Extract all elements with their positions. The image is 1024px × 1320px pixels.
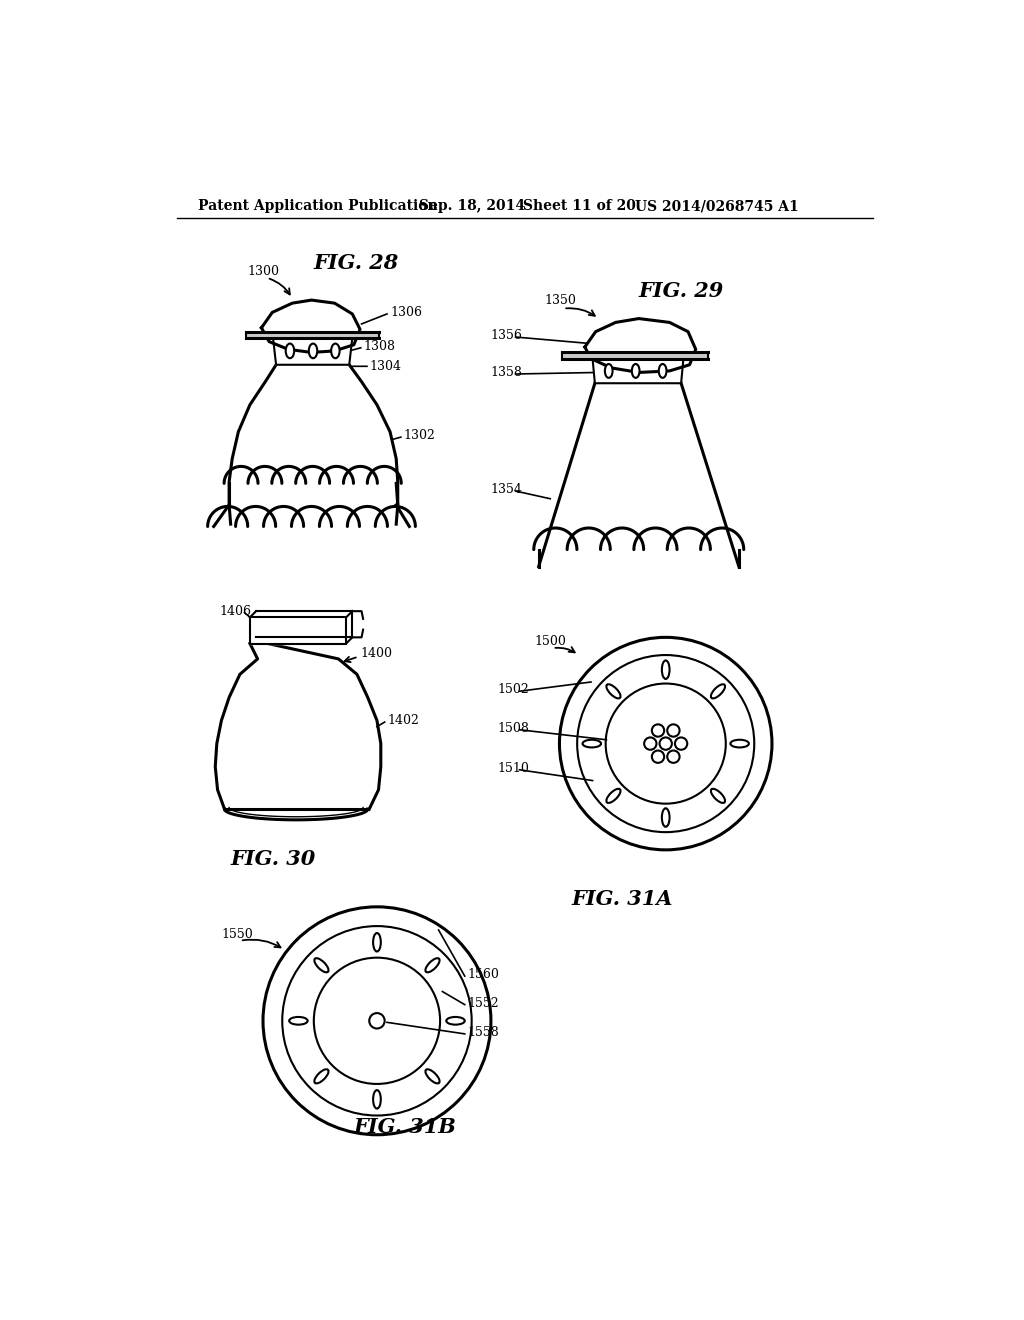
Ellipse shape [289, 1016, 307, 1024]
Polygon shape [562, 352, 708, 359]
Ellipse shape [314, 958, 329, 973]
Polygon shape [261, 300, 360, 352]
Text: FIG. 31A: FIG. 31A [571, 890, 673, 909]
Text: 1350: 1350 [545, 294, 577, 308]
Text: 1560: 1560 [468, 968, 500, 981]
Ellipse shape [658, 364, 667, 378]
Text: 1406: 1406 [219, 605, 251, 618]
Text: 1306: 1306 [390, 306, 422, 319]
Polygon shape [585, 318, 695, 372]
Text: 1500: 1500 [535, 635, 566, 648]
Text: FIG. 28: FIG. 28 [313, 253, 398, 273]
Polygon shape [246, 331, 379, 338]
Ellipse shape [632, 364, 640, 378]
Text: 1302: 1302 [403, 429, 436, 442]
Text: 1502: 1502 [497, 684, 528, 696]
Text: 1358: 1358 [490, 366, 523, 379]
Ellipse shape [606, 789, 621, 803]
Text: 1356: 1356 [490, 329, 523, 342]
Text: Patent Application Publication: Patent Application Publication [199, 199, 438, 213]
Text: 1510: 1510 [497, 762, 529, 775]
Text: 1508: 1508 [497, 722, 529, 735]
Ellipse shape [662, 808, 670, 826]
Text: 1304: 1304 [370, 360, 401, 372]
Polygon shape [593, 359, 683, 383]
Ellipse shape [425, 958, 439, 973]
Text: 1354: 1354 [490, 483, 523, 496]
Ellipse shape [605, 364, 612, 378]
Ellipse shape [309, 343, 317, 358]
Text: 1400: 1400 [360, 647, 392, 660]
Text: FIG. 31B: FIG. 31B [354, 1117, 457, 1137]
Text: Sep. 18, 2014: Sep. 18, 2014 [419, 199, 525, 213]
Ellipse shape [730, 739, 749, 747]
Ellipse shape [446, 1016, 465, 1024]
Ellipse shape [711, 789, 725, 803]
Ellipse shape [662, 660, 670, 678]
Polygon shape [273, 338, 352, 364]
Ellipse shape [331, 343, 340, 358]
Ellipse shape [373, 1090, 381, 1109]
Ellipse shape [425, 1069, 439, 1084]
Text: 1550: 1550 [221, 928, 253, 941]
Text: 1402: 1402 [388, 714, 420, 727]
Polygon shape [250, 618, 346, 644]
Text: 1300: 1300 [248, 265, 280, 279]
Text: 1552: 1552 [468, 997, 500, 1010]
Text: US 2014/0268745 A1: US 2014/0268745 A1 [635, 199, 799, 213]
Text: FIG. 30: FIG. 30 [230, 849, 316, 869]
Text: 1308: 1308 [364, 339, 396, 352]
Ellipse shape [606, 684, 621, 698]
Ellipse shape [286, 343, 294, 358]
Ellipse shape [373, 933, 381, 952]
Text: FIG. 29: FIG. 29 [639, 281, 724, 301]
Text: Sheet 11 of 20: Sheet 11 of 20 [523, 199, 636, 213]
Ellipse shape [583, 739, 601, 747]
Text: 1558: 1558 [468, 1026, 500, 1039]
Ellipse shape [711, 684, 725, 698]
Ellipse shape [314, 1069, 329, 1084]
